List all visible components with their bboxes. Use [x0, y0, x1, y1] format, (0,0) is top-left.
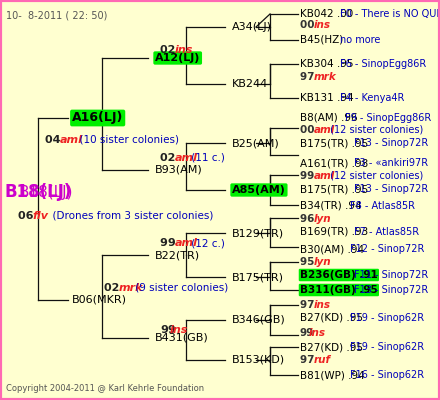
Text: ins: ins — [174, 45, 193, 55]
Text: lyn: lyn — [313, 257, 331, 267]
Text: F11 - Sinop72R: F11 - Sinop72R — [354, 270, 428, 280]
Text: F12 - Sinop72R: F12 - Sinop72R — [349, 244, 424, 254]
Text: B25(AM): B25(AM) — [232, 138, 280, 148]
Text: 95: 95 — [300, 257, 318, 267]
Text: A161(TR) .98: A161(TR) .98 — [300, 158, 368, 168]
Text: no more: no more — [341, 35, 381, 45]
Text: F13 - Sinop72R: F13 - Sinop72R — [354, 138, 428, 148]
Text: F16 - Sinop62R: F16 - Sinop62R — [349, 370, 424, 380]
Text: B22(TR): B22(TR) — [155, 250, 200, 260]
Text: 02: 02 — [160, 45, 179, 55]
Text: KB042 .00: KB042 .00 — [300, 9, 353, 19]
Text: F9 - SinopEgg86R: F9 - SinopEgg86R — [345, 113, 431, 123]
Text: 97: 97 — [300, 355, 318, 365]
Text: 04: 04 — [45, 135, 64, 145]
Text: 99: 99 — [300, 171, 318, 181]
Text: B175(TR): B175(TR) — [232, 272, 284, 282]
Text: ins: ins — [313, 300, 330, 310]
Text: 97: 97 — [300, 300, 318, 310]
Text: F19 - Sinop62R: F19 - Sinop62R — [349, 342, 424, 352]
Text: A85(AM): A85(AM) — [232, 185, 286, 195]
Text: F3 - «ankiri97R: F3 - «ankiri97R — [354, 158, 428, 168]
Text: aml: aml — [313, 171, 335, 181]
Text: B34(TR) .94: B34(TR) .94 — [300, 201, 362, 211]
Text: B45(HZ) .: B45(HZ) . — [300, 35, 350, 45]
Text: A12(LJ): A12(LJ) — [155, 53, 200, 63]
Text: Copyright 2004-2011 @ Karl Kehrle Foundation: Copyright 2004-2011 @ Karl Kehrle Founda… — [6, 384, 204, 393]
Text: F0 - There is NO QUEEN: F0 - There is NO QUEEN — [341, 9, 440, 19]
Text: B93(AM): B93(AM) — [155, 165, 203, 175]
Text: ruf: ruf — [313, 355, 330, 365]
Text: 97: 97 — [300, 72, 318, 82]
Text: 02: 02 — [160, 153, 179, 163]
Text: A34(LJ): A34(LJ) — [232, 22, 272, 32]
Text: B236(GB) .91: B236(GB) .91 — [300, 270, 378, 280]
Text: B311(GB) .95: B311(GB) .95 — [300, 285, 378, 295]
Text: ins: ins — [313, 20, 330, 30]
Text: (10 sister colonies): (10 sister colonies) — [73, 135, 180, 145]
Text: 06: 06 — [18, 211, 37, 221]
Text: 99: 99 — [160, 238, 180, 248]
Text: B169(TR) .93: B169(TR) .93 — [300, 227, 368, 237]
Text: 10-  8-2011 ( 22: 50): 10- 8-2011 ( 22: 50) — [6, 10, 107, 20]
Text: F19 - Sinop62R: F19 - Sinop62R — [349, 313, 424, 323]
Text: B27(KD) .95: B27(KD) .95 — [300, 342, 363, 352]
Text: F8 - Atlas85R: F8 - Atlas85R — [349, 201, 414, 211]
Text: B18(LJ): B18(LJ) — [18, 184, 73, 200]
Text: F6 - SinopEgg86R: F6 - SinopEgg86R — [341, 59, 427, 69]
Text: (12 sister colonies): (12 sister colonies) — [327, 171, 423, 181]
Text: F4 - Kenya4R: F4 - Kenya4R — [341, 93, 405, 103]
Text: A16(LJ): A16(LJ) — [72, 112, 123, 124]
Text: F7 - Atlas85R: F7 - Atlas85R — [354, 227, 419, 237]
Text: aml: aml — [174, 238, 198, 248]
Text: aml: aml — [313, 125, 335, 135]
Text: F13 - Sinop72R: F13 - Sinop72R — [354, 285, 428, 295]
Text: aml: aml — [174, 153, 198, 163]
Text: B27(KD) .95: B27(KD) .95 — [300, 313, 363, 323]
Text: B431(GB): B431(GB) — [155, 333, 209, 343]
Text: B8(AM) .96: B8(AM) .96 — [300, 113, 358, 123]
Text: F13 - Sinop72R: F13 - Sinop72R — [354, 184, 428, 194]
Text: B153(KD): B153(KD) — [232, 355, 285, 365]
Text: 99: 99 — [160, 325, 176, 335]
Text: B18(LJ): B18(LJ) — [4, 183, 71, 201]
Text: ins: ins — [309, 328, 326, 338]
Text: 99: 99 — [300, 328, 314, 338]
Text: B346(GB): B346(GB) — [232, 315, 286, 325]
Text: aml: aml — [59, 135, 82, 145]
Text: B30(AM) .94: B30(AM) .94 — [300, 244, 364, 254]
Text: B06(MKR): B06(MKR) — [72, 295, 127, 305]
Text: (Drones from 3 sister colonies): (Drones from 3 sister colonies) — [46, 211, 214, 221]
Text: B129(TR): B129(TR) — [232, 228, 284, 238]
Text: lyn: lyn — [313, 214, 331, 224]
Text: KB304 .95: KB304 .95 — [300, 59, 353, 69]
Text: (12 c.): (12 c.) — [188, 238, 225, 248]
Text: B175(TR) .95: B175(TR) .95 — [300, 184, 368, 194]
Text: KB244: KB244 — [232, 79, 268, 89]
Text: B175(TR) .95: B175(TR) .95 — [300, 138, 368, 148]
Text: flv: flv — [33, 211, 48, 221]
Text: KB131 .94: KB131 .94 — [300, 93, 354, 103]
Text: mrk: mrk — [313, 72, 336, 82]
Text: 96: 96 — [300, 214, 318, 224]
Text: (11 c.): (11 c.) — [188, 153, 225, 163]
Text: B81(WP) .94: B81(WP) .94 — [300, 370, 365, 380]
Text: 00: 00 — [300, 125, 318, 135]
Text: mrk: mrk — [118, 283, 143, 293]
Text: 00: 00 — [300, 20, 318, 30]
Text: 02: 02 — [104, 283, 123, 293]
Text: ins: ins — [169, 325, 188, 335]
Text: (12 sister colonies): (12 sister colonies) — [327, 125, 423, 135]
Text: (9 sister colonies): (9 sister colonies) — [132, 283, 228, 293]
